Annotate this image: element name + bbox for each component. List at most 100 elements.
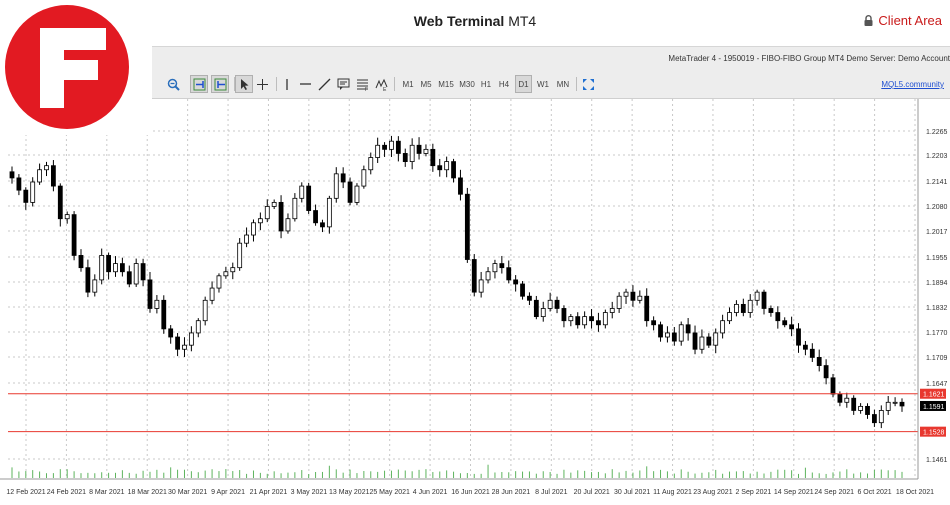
fullscreen-icon[interactable] bbox=[580, 75, 596, 93]
candle bbox=[375, 137, 381, 163]
crosshair-icon[interactable] bbox=[253, 75, 271, 93]
candle bbox=[775, 306, 781, 329]
timeframe-mn[interactable]: MN bbox=[556, 79, 570, 89]
candle bbox=[851, 395, 857, 415]
text-label-icon[interactable] bbox=[335, 75, 351, 93]
toolbar-separator bbox=[276, 77, 277, 91]
candle-body bbox=[188, 332, 194, 346]
date-tick-label: 16 Jun 2021 bbox=[451, 489, 490, 496]
candle bbox=[257, 212, 263, 231]
price-chart[interactable]: 1.1621 1.1591 1.1528 1.2265 1.2203 1.2141 1.2… bbox=[0, 99, 950, 500]
candle bbox=[188, 326, 194, 352]
candle-body bbox=[789, 324, 795, 330]
autoscroll-icon[interactable] bbox=[190, 75, 208, 93]
client-area-link[interactable]: Client Area bbox=[864, 13, 942, 28]
candle-body bbox=[623, 291, 629, 297]
candle-body bbox=[264, 206, 270, 220]
svg-text:E: E bbox=[383, 87, 387, 91]
candle bbox=[244, 227, 249, 248]
candle-body bbox=[354, 185, 360, 203]
candle-body bbox=[816, 357, 822, 366]
client-area-label: Client Area bbox=[878, 13, 942, 28]
candle bbox=[885, 396, 891, 415]
candle-body bbox=[251, 222, 256, 236]
candle bbox=[872, 409, 877, 427]
date-tick-label: 12 Feb 2021 bbox=[6, 489, 45, 496]
candle-body bbox=[147, 279, 153, 309]
candle bbox=[706, 333, 712, 348]
candle bbox=[216, 273, 222, 293]
candle-body bbox=[734, 303, 739, 313]
vertical-line-icon[interactable] bbox=[280, 75, 294, 93]
timeframe-h4[interactable]: H4 bbox=[498, 79, 510, 89]
candle bbox=[50, 160, 56, 192]
date-tick-label: 8 Jul 2021 bbox=[535, 489, 567, 496]
candle-body bbox=[30, 181, 36, 203]
timeframe-w1[interactable]: W1 bbox=[537, 79, 549, 89]
date-tick-label: 13 May 2021 bbox=[329, 489, 370, 496]
candle bbox=[685, 318, 691, 341]
candle bbox=[823, 359, 829, 385]
candle-body bbox=[257, 218, 263, 224]
candle bbox=[740, 298, 746, 317]
candle-body bbox=[85, 267, 91, 293]
candle-body bbox=[740, 303, 746, 313]
cursor-icon[interactable] bbox=[235, 75, 253, 93]
timeframe-d1[interactable]: D1 bbox=[515, 75, 532, 93]
date-axis: 12 Feb 2021 24 Feb 2021 8 Mar 2021 18 Mar 2… bbox=[0, 478, 934, 496]
timeframe-m30[interactable]: M30 bbox=[459, 79, 475, 89]
timeframe-m15[interactable]: M15 bbox=[438, 79, 454, 89]
candle bbox=[506, 260, 512, 284]
price-tick-label: 1.1647 bbox=[926, 381, 948, 388]
candle-body bbox=[113, 263, 118, 273]
candle bbox=[223, 266, 229, 279]
candle bbox=[589, 309, 594, 329]
candle bbox=[865, 403, 870, 419]
chart-shift-icon[interactable] bbox=[211, 75, 229, 93]
candle-body bbox=[678, 324, 684, 342]
candle-body bbox=[637, 295, 643, 301]
candle-body bbox=[168, 328, 174, 338]
candle-body bbox=[823, 365, 829, 379]
candle-body bbox=[44, 165, 49, 171]
candle-body bbox=[858, 405, 864, 411]
fibonacci-icon[interactable]: F bbox=[354, 75, 370, 93]
candle bbox=[658, 321, 663, 342]
candle-body bbox=[237, 242, 243, 269]
candle bbox=[299, 182, 305, 203]
timeframe-m1[interactable]: M1 bbox=[402, 79, 414, 89]
candle bbox=[44, 161, 49, 177]
candle-body bbox=[423, 148, 429, 154]
candle bbox=[444, 156, 450, 178]
candle bbox=[126, 265, 132, 288]
price-level-label: 1.1621 bbox=[923, 392, 945, 399]
candle-body bbox=[485, 271, 491, 281]
date-tick-label: 18 Oct 2021 bbox=[896, 489, 934, 496]
candle-body bbox=[278, 201, 284, 232]
candle bbox=[720, 314, 726, 339]
candle-body bbox=[244, 234, 249, 244]
candle bbox=[264, 199, 270, 223]
candle-body bbox=[464, 193, 470, 260]
candle bbox=[554, 296, 560, 314]
date-tick-label: 25 May 2021 bbox=[369, 489, 410, 496]
candle-body bbox=[223, 271, 229, 277]
account-info-bar: MetaTrader 4 - 1950019 - FIBO-FIBO Group… bbox=[152, 46, 950, 72]
zoom-out-icon[interactable] bbox=[164, 75, 182, 93]
candle-body bbox=[161, 299, 167, 330]
trend-line-icon[interactable] bbox=[316, 75, 332, 93]
candle bbox=[30, 177, 36, 207]
horizontal-line-icon[interactable] bbox=[297, 75, 313, 93]
candle-body bbox=[554, 299, 560, 309]
timeframe-m5[interactable]: M5 bbox=[420, 79, 432, 89]
mql5-community-link[interactable]: MQL5.community bbox=[881, 80, 944, 89]
elliott-wave-icon[interactable]: E bbox=[373, 75, 389, 93]
candle-body bbox=[878, 410, 884, 424]
timeframe-h1[interactable]: H1 bbox=[480, 79, 492, 89]
candle bbox=[409, 138, 415, 170]
candle-body bbox=[37, 169, 42, 183]
candle bbox=[533, 295, 539, 320]
candle bbox=[23, 187, 29, 210]
candle bbox=[899, 398, 905, 412]
